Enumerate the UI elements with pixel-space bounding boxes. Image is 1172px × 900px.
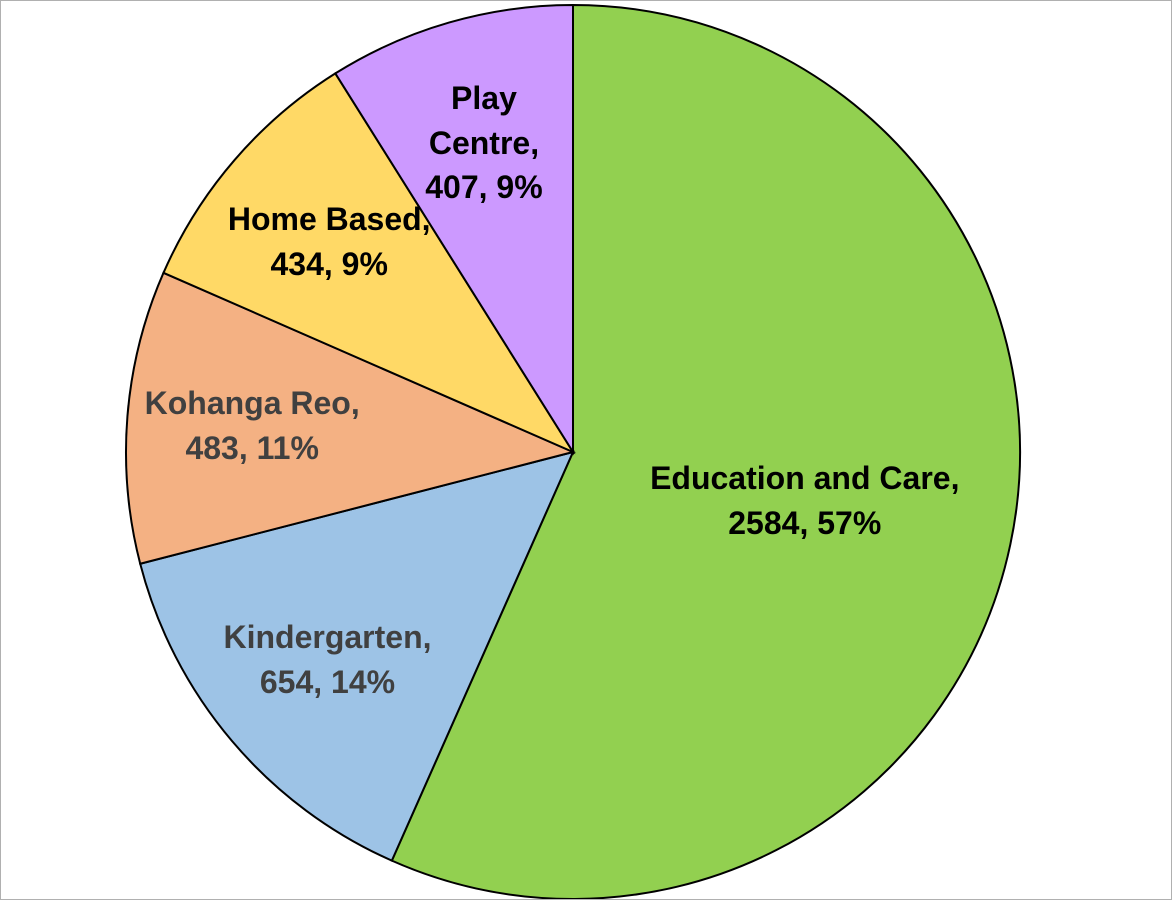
- data-label: Education and Care, 2584, 57%: [615, 456, 995, 546]
- category-label: Kohanga Reo,: [144, 385, 360, 422]
- value-label: 434, 9%: [270, 245, 388, 282]
- data-label: Kindergarten, 654, 14%: [197, 615, 457, 705]
- value-label: 654, 14%: [259, 664, 396, 701]
- category-label: Play Centre,: [428, 79, 540, 161]
- pie-slice: [333, 3, 574, 456]
- data-label: Home Based, 434, 9%: [199, 197, 459, 287]
- pie-slice: [138, 450, 575, 862]
- pie-slice: [125, 271, 577, 565]
- data-label: Kohanga Reo, 483, 11%: [122, 382, 382, 472]
- category-label: Kindergarten,: [223, 619, 432, 656]
- data-label: Play Centre, 407, 9%: [404, 76, 564, 210]
- value-label: 483, 11%: [185, 430, 319, 467]
- category-label: Education and Care,: [650, 460, 960, 497]
- category-label: Home Based,: [227, 201, 431, 238]
- pie-slice: [162, 72, 576, 455]
- pie-slice: [390, 3, 1021, 899]
- value-label: 407, 9%: [425, 169, 543, 206]
- value-label: 2584, 57%: [728, 505, 882, 542]
